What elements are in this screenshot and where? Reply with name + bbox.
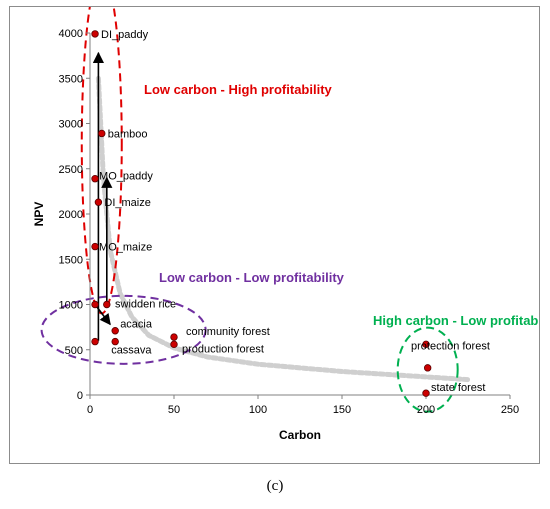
- point-label: protection forest: [411, 340, 490, 352]
- x-tick-label: 200: [417, 404, 435, 416]
- data-point: [91, 242, 99, 251]
- data-point: [422, 340, 430, 349]
- point-label: MO_paddy: [99, 171, 153, 183]
- y-tick-label: 2000: [59, 209, 83, 221]
- data-point: [422, 389, 430, 397]
- data-point: [103, 300, 111, 309]
- y-tick-label: 4000: [59, 28, 83, 40]
- data-point: [91, 30, 99, 38]
- y-axis-title: NPV: [32, 202, 46, 227]
- scatter-chart: 0 500 1000 1500 2000 2500 3000 3500 4000 0 50 100 15…: [32, 7, 539, 442]
- point-label: swidden rice: [115, 299, 176, 311]
- point-label: production forest: [182, 343, 264, 355]
- x-tick-label: 50: [168, 404, 180, 416]
- x-tick-label: 250: [501, 404, 519, 416]
- point-label: DI_maize: [104, 197, 150, 209]
- y-tick-label: 1000: [59, 300, 83, 312]
- x-tick-label: 150: [333, 404, 351, 416]
- data-point: [94, 198, 103, 206]
- y-tick-label: 500: [65, 345, 83, 357]
- y-tick-label: 0: [77, 390, 83, 402]
- region-annotation: Low carbon - High profitability: [144, 82, 333, 97]
- point-label: DI_paddy: [101, 29, 149, 41]
- y-tick-label: 2500: [59, 164, 83, 176]
- x-tick-label: 0: [87, 404, 93, 416]
- transition-arrow: [94, 304, 111, 326]
- data-point: [111, 337, 119, 346]
- region-annotation: High carbon - Low profitability: [373, 313, 539, 328]
- figure-caption: (c): [266, 478, 284, 494]
- point-label: state forest: [431, 382, 485, 394]
- x-axis-title: Carbon: [279, 428, 321, 442]
- data-point: [91, 337, 99, 346]
- data-point: [170, 340, 178, 349]
- y-tick-label: 3500: [59, 73, 83, 85]
- data-point: [91, 300, 99, 309]
- region-annotation: Low carbon - Low profitability: [159, 270, 345, 285]
- y-tick-label: 3000: [59, 119, 83, 131]
- point-label: bamboo: [108, 128, 148, 140]
- chart-frame: 0 500 1000 1500 2000 2500 3000 3500 4000 0 50 100 15…: [9, 6, 540, 464]
- low-profitability-region-ellipse: [40, 294, 207, 365]
- x-tick-label: 100: [249, 404, 267, 416]
- point-label: community forest: [186, 326, 270, 338]
- trend-curve: [95, 75, 471, 383]
- point-label: acacia: [120, 319, 153, 331]
- y-tick-label: 1500: [59, 254, 83, 266]
- data-point: [98, 129, 106, 138]
- high-carbon-region-ellipse: [396, 326, 459, 413]
- data-point: [111, 327, 119, 335]
- data-point: [91, 175, 99, 183]
- data-point: [423, 364, 432, 372]
- point-label: cassava: [111, 345, 152, 357]
- point-label: MO_maize: [99, 242, 152, 254]
- data-point: [170, 333, 178, 341]
